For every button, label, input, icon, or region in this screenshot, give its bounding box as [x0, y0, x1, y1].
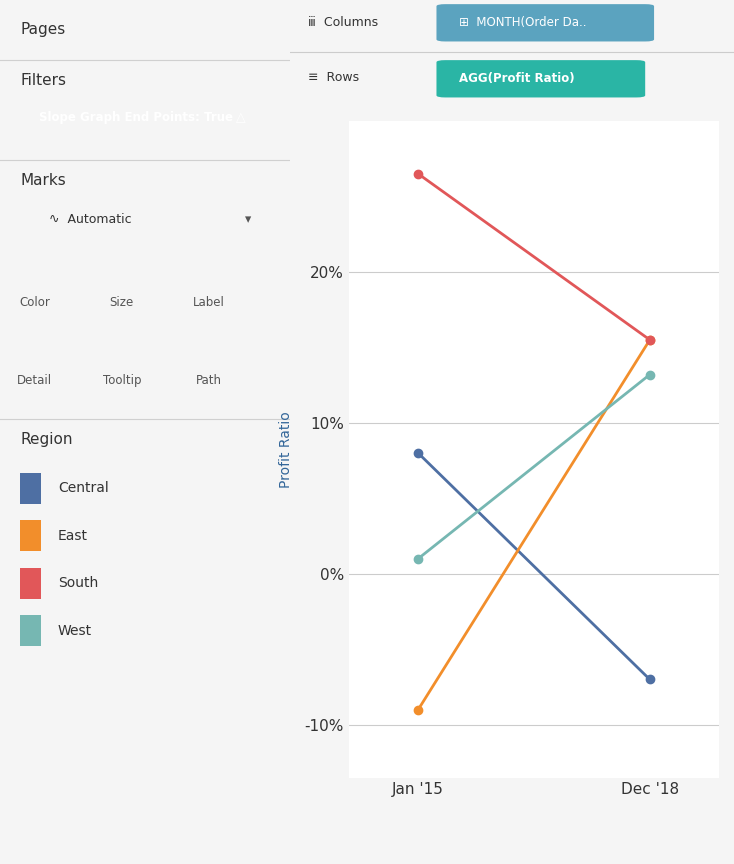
Text: Tooltip: Tooltip [103, 373, 141, 387]
Text: ▾: ▾ [245, 213, 251, 226]
Text: Label: Label [193, 295, 225, 309]
Text: Marks: Marks [21, 173, 66, 187]
Text: AGG(Profit Ratio): AGG(Profit Ratio) [459, 73, 574, 86]
Bar [21, 568, 40, 599]
Bar [21, 615, 40, 646]
Bar [21, 473, 40, 504]
Text: Path: Path [196, 373, 222, 387]
FancyBboxPatch shape [437, 4, 654, 41]
Text: ∿  Automatic: ∿ Automatic [48, 213, 131, 226]
Text: Size: Size [109, 295, 134, 309]
Text: Color: Color [19, 295, 50, 309]
Bar [21, 520, 40, 551]
Text: ⊞  MONTH(Order Da..: ⊞ MONTH(Order Da.. [459, 16, 586, 29]
Text: Filters: Filters [21, 73, 66, 88]
Text: South: South [58, 576, 98, 590]
Text: Slope Graph End Points: True: Slope Graph End Points: True [39, 111, 233, 124]
Text: Detail: Detail [17, 373, 52, 387]
Text: East: East [58, 529, 88, 543]
FancyBboxPatch shape [437, 60, 645, 98]
Text: ≡  Rows: ≡ Rows [308, 71, 359, 85]
Text: Pages: Pages [21, 22, 65, 36]
Text: ⅲ  Columns: ⅲ Columns [308, 16, 378, 29]
Y-axis label: Profit Ratio: Profit Ratio [280, 411, 294, 487]
Text: Central: Central [58, 481, 109, 495]
Text: Region: Region [21, 432, 73, 447]
Text: △: △ [236, 111, 246, 124]
Text: West: West [58, 624, 92, 638]
